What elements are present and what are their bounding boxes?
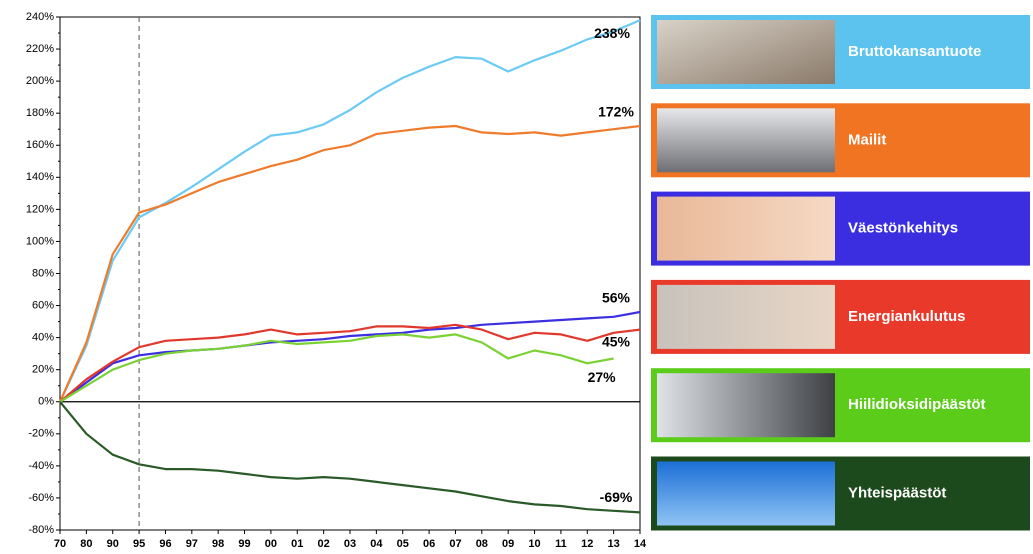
x-tick-label: 13: [608, 538, 620, 550]
y-tick-label: 140%: [26, 171, 54, 183]
end-label: 45%: [602, 333, 631, 349]
legend-image: [657, 373, 835, 438]
legend-image: [657, 461, 835, 526]
x-tick-label: 14: [634, 538, 647, 550]
series-line: [59, 333, 614, 403]
y-tick-label: -60%: [28, 492, 54, 504]
legend-image: [657, 20, 835, 84]
y-tick-label: 80%: [32, 267, 54, 279]
x-tick-label: 05: [397, 538, 409, 550]
y-tick-label: -40%: [28, 460, 54, 472]
end-label: -69%: [600, 489, 633, 505]
x-tick-label: 07: [449, 538, 461, 550]
series-line: [58, 124, 641, 403]
legend-label: Yhteispäästöt: [848, 484, 946, 501]
y-tick-label: 160%: [26, 139, 54, 151]
x-tick-label: 98: [212, 538, 224, 550]
end-label: 238%: [594, 25, 630, 41]
legend-label: Mailit: [848, 131, 886, 148]
x-tick-label: 09: [502, 538, 514, 550]
series-line: [59, 310, 641, 403]
end-label: 172%: [598, 104, 634, 120]
y-tick-label: 60%: [32, 299, 54, 311]
x-tick-label: 12: [581, 538, 593, 550]
legend-label: Väestönkehitys: [848, 220, 958, 237]
x-tick-label: 80: [80, 538, 92, 550]
end-label: 56%: [602, 290, 631, 306]
end-label: 27%: [588, 369, 617, 385]
series-line: [59, 323, 641, 403]
x-tick-label: 96: [159, 538, 171, 550]
plot-frame: [59, 16, 641, 531]
y-tick-label: 120%: [26, 203, 54, 215]
x-tick-label: 04: [370, 538, 383, 550]
x-tick-label: 02: [318, 538, 330, 550]
x-tick-label: 70: [54, 538, 66, 550]
y-tick-label: -80%: [28, 524, 54, 536]
y-tick-label: 240%: [26, 11, 54, 23]
y-tick-label: 200%: [26, 75, 54, 87]
legend-image: [657, 284, 835, 349]
legend-label: Energiankulutus: [848, 308, 966, 325]
y-tick-label: 40%: [32, 332, 54, 344]
y-tick-label: 0%: [38, 396, 54, 408]
legend-label: Hiilidioksidipäästöt: [848, 396, 986, 413]
x-tick-label: 00: [265, 538, 277, 550]
legend: Bruttokansantuote Mailit Väestönkehitys Ene…: [651, 15, 1030, 531]
x-tick-label: 95: [133, 538, 145, 550]
y-tick-label: 20%: [32, 364, 54, 376]
x-tick-label: 10: [528, 538, 540, 550]
y-tick-label: -20%: [28, 428, 54, 440]
series-line: [59, 401, 641, 514]
x-tick-label: 01: [291, 538, 303, 550]
y-tick-label: 100%: [26, 235, 54, 247]
x-tick-label: 99: [238, 538, 250, 550]
legend-image: [657, 196, 835, 261]
x-tick-label: 06: [423, 538, 435, 550]
x-tick-label: 11: [555, 538, 567, 550]
legend-image: [657, 108, 835, 173]
x-tick-label: 97: [186, 538, 198, 550]
y-tick-label: 220%: [26, 43, 54, 55]
x-tick-label: 90: [107, 538, 119, 550]
x-tick-label: 08: [476, 538, 488, 550]
x-tick-label: 03: [344, 538, 356, 550]
legend-label: Bruttokansantuote: [848, 43, 981, 60]
y-tick-label: 180%: [26, 107, 54, 119]
